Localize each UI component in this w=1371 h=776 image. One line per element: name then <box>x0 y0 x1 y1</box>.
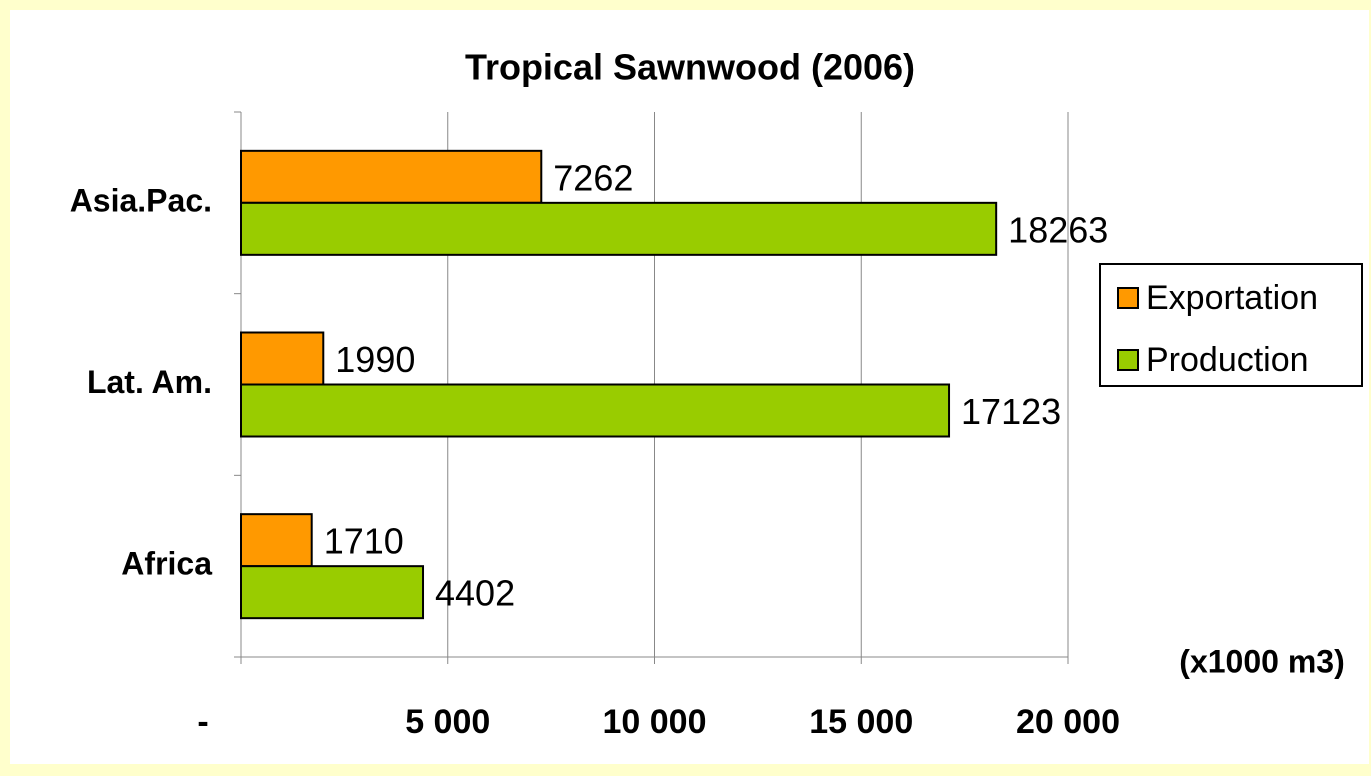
value-label: 7262 <box>553 157 633 198</box>
x-tick-label: 10 000 <box>603 703 707 741</box>
y-tick-label: Lat. Am. <box>87 364 212 400</box>
x-tick-label: 20 000 <box>1016 703 1120 741</box>
bar <box>240 383 951 438</box>
legend-swatch <box>1117 287 1139 309</box>
value-label: 4402 <box>435 573 515 614</box>
bar <box>240 565 425 620</box>
bar <box>240 331 325 386</box>
x-tick-label: 15 000 <box>809 703 913 741</box>
legend-label: Exportation <box>1146 279 1318 317</box>
bar <box>240 201 998 256</box>
legend-swatch <box>1117 349 1139 371</box>
value-label: 18263 <box>1008 209 1108 250</box>
bar <box>240 513 313 568</box>
value-label: 1990 <box>335 339 415 380</box>
chart-title: Tropical Sawnwood (2006) <box>465 47 915 88</box>
value-label: 1710 <box>324 521 404 562</box>
value-label: 17123 <box>961 391 1061 432</box>
bar <box>240 149 543 204</box>
legend-box <box>1099 263 1363 387</box>
y-tick-label: Africa <box>121 546 212 582</box>
x-tick-label: 5 000 <box>405 703 490 741</box>
legend-label: Production <box>1146 341 1309 379</box>
x-tick-label: - <box>197 703 208 741</box>
y-tick-label: Asia.Pac. <box>70 182 212 218</box>
x-axis-title: (x1000 m3) <box>1179 643 1344 679</box>
